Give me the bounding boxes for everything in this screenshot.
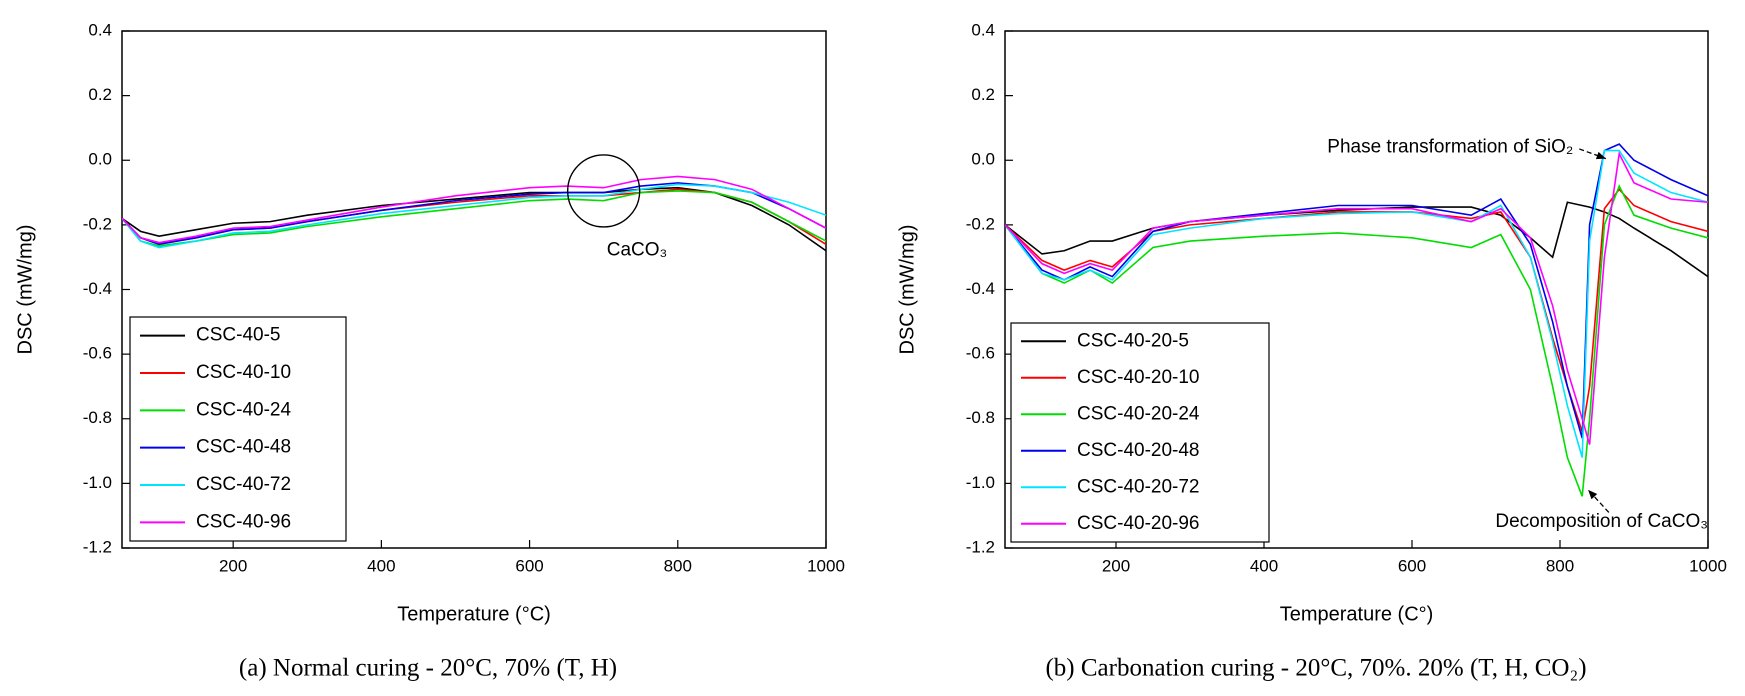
arrow-head — [1595, 151, 1606, 160]
legend-label: CSC-40-5 — [196, 325, 280, 346]
arrow-head — [1588, 489, 1598, 500]
legend-label: CSC-40-96 — [196, 511, 291, 532]
y-tick-label: 0.4 — [971, 20, 995, 39]
legend: CSC-40-20-5 CSC-40-20-10 CSC-40-20-24 CSC-4… — [1010, 322, 1270, 543]
x-tick-label: 600 — [515, 556, 543, 575]
x-tick-label: 800 — [664, 556, 692, 575]
annotation-arrow — [1579, 148, 1607, 160]
data-line — [1005, 143, 1708, 439]
y-tick-label: -0.6 — [966, 344, 995, 363]
data-line — [1005, 201, 1708, 278]
x-tick-label: 400 — [367, 556, 395, 575]
y-tick-label: -1.2 — [83, 537, 112, 556]
y-tick-label: -0.8 — [83, 408, 112, 427]
legend-box — [129, 316, 347, 542]
y-axis-label: DSC (mW/mg) — [14, 225, 36, 355]
x-tick-label: 600 — [1398, 556, 1426, 575]
legend-label: CSC-40-72 — [196, 474, 291, 495]
y-tick-label: -1.2 — [966, 537, 995, 556]
x-tick-label: 200 — [1102, 556, 1130, 575]
y-tick-label: -1.0 — [83, 473, 112, 492]
y-tick-label: -0.4 — [83, 279, 112, 298]
annotation: Decomposition of CaCO₃ — [1495, 511, 1708, 532]
x-axis-label: Temperature (°C) — [397, 603, 551, 625]
y-tick-label: 0.4 — [88, 20, 112, 39]
annotation: CaCO₃ — [607, 240, 668, 261]
legend-label: CSC-40-10 — [196, 362, 291, 383]
legend-label: CSC-40-20-24 — [1077, 403, 1200, 424]
y-tick-label: -0.2 — [83, 214, 112, 233]
legend-label: CSC-40-20-96 — [1077, 513, 1200, 534]
legend-box — [1010, 322, 1270, 543]
y-tick-label: -0.2 — [966, 214, 995, 233]
x-tick-label: 800 — [1546, 556, 1574, 575]
caption: (b) Carbonation curing - 20°C, 70%. 20% … — [1045, 655, 1586, 682]
y-tick-label: -1.0 — [966, 473, 995, 492]
legend-label: CSC-40-20-48 — [1077, 440, 1200, 461]
data-line — [122, 175, 826, 244]
y-tick-label: -0.6 — [83, 344, 112, 363]
caption: (a) Normal curing - 20°C, 70% (T, H) — [239, 655, 617, 682]
y-tick-label: 0.2 — [88, 85, 112, 104]
x-tick-label: 1000 — [1689, 556, 1727, 575]
y-tick-label: -0.4 — [966, 279, 995, 298]
data-line — [1005, 151, 1708, 445]
x-axis-label: Temperature (C°) — [1280, 603, 1434, 625]
data-line — [122, 183, 826, 249]
data-line — [122, 186, 826, 252]
y-axis-label: DSC (mW/mg) — [896, 225, 918, 355]
legend-label: CSC-40-20-10 — [1077, 367, 1200, 388]
legend-label: CSC-40-20-72 — [1077, 476, 1200, 497]
y-tick-label: 0.0 — [971, 150, 995, 169]
y-tick-label: 0.2 — [971, 85, 995, 104]
legend: CSC-40-5 CSC-40-10 CSC-40-24 CSC-40-48 CSC-4… — [129, 316, 347, 542]
legend-label: CSC-40-48 — [196, 437, 291, 458]
annotation: Phase transformation of SiO₂ — [1327, 136, 1573, 157]
x-tick-label: 1000 — [807, 556, 845, 575]
y-tick-label: 0.0 — [88, 150, 112, 169]
y-tick-label: -0.8 — [966, 408, 995, 427]
annotation-circle — [566, 154, 641, 228]
x-tick-label: 400 — [1250, 556, 1278, 575]
data-line — [1005, 149, 1708, 458]
x-tick-label: 200 — [219, 556, 247, 575]
legend-label: CSC-40-20-5 — [1077, 330, 1189, 351]
legend-label: CSC-40-24 — [196, 399, 291, 420]
